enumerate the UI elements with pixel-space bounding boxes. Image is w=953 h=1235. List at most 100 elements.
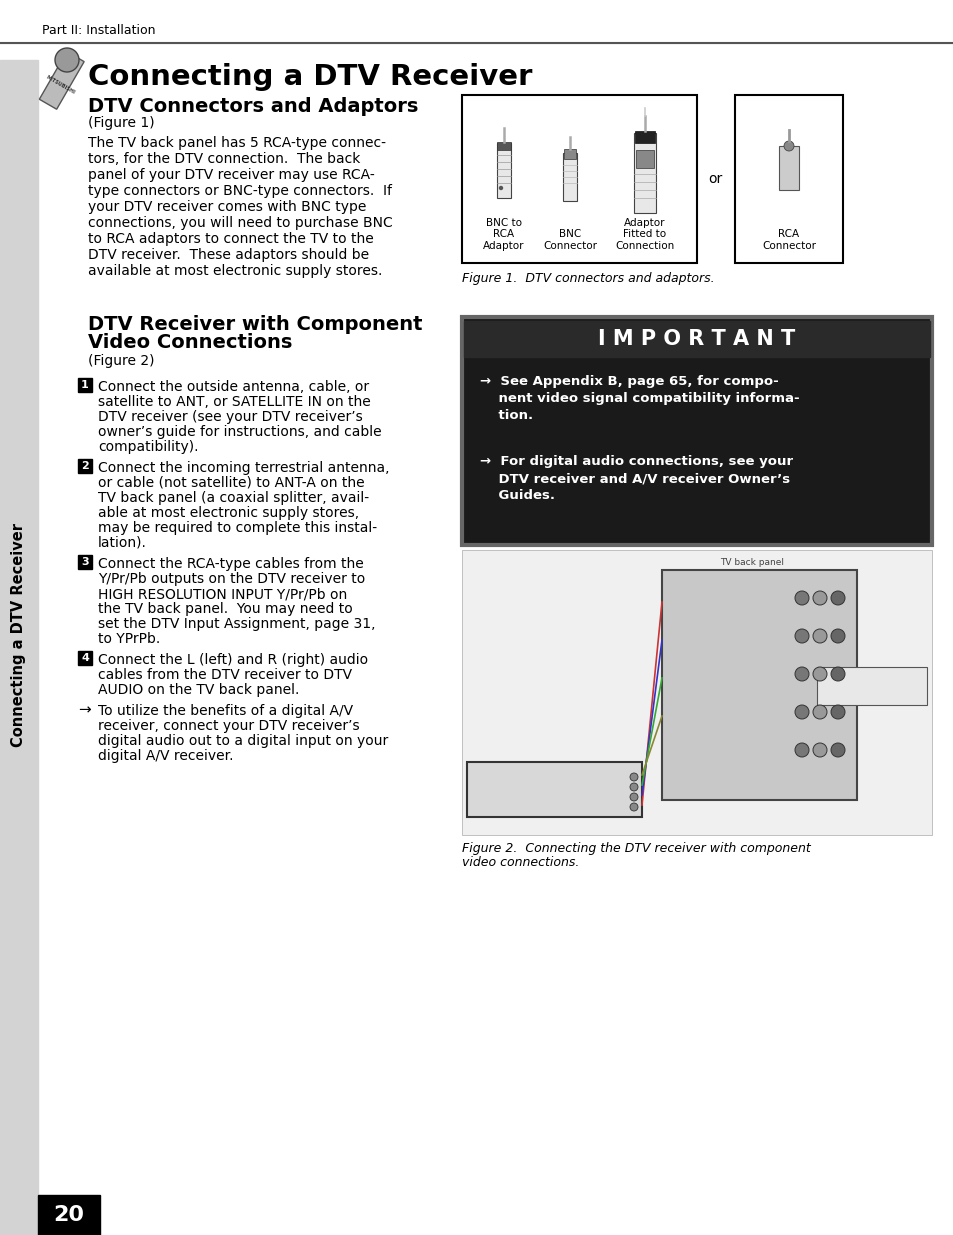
Text: connections, you will need to purchase BNC: connections, you will need to purchase B…: [88, 216, 393, 230]
Circle shape: [812, 705, 826, 719]
Text: available at most electronic supply stores.: available at most electronic supply stor…: [88, 264, 382, 278]
Circle shape: [830, 667, 844, 680]
Text: TV back panel: TV back panel: [720, 558, 783, 567]
Text: (Figure 2): (Figure 2): [88, 354, 154, 368]
Circle shape: [629, 773, 638, 781]
Text: AUDIO on the TV back panel.: AUDIO on the TV back panel.: [98, 683, 299, 697]
Bar: [497, 142, 511, 149]
Bar: [100, 1195, 953, 1235]
Bar: [734, 95, 842, 263]
Text: →  See Appendix B, page 65, for compo-
    nent video signal compatibility infor: → See Appendix B, page 65, for compo- ne…: [479, 375, 799, 422]
Text: DTV Connectors and Adaptors: DTV Connectors and Adaptors: [88, 98, 418, 116]
Bar: [563, 149, 576, 159]
Bar: [634, 133, 656, 212]
Text: Connect the L (left) and R (right) audio: Connect the L (left) and R (right) audio: [98, 653, 368, 667]
Text: cables from the DTV receiver to DTV: cables from the DTV receiver to DTV: [98, 668, 352, 682]
Text: your DTV receiver comes with BNC type: your DTV receiver comes with BNC type: [88, 200, 366, 214]
Bar: [78, 651, 91, 664]
Text: TV back panel (a coaxial splitter, avail-: TV back panel (a coaxial splitter, avail…: [98, 492, 369, 505]
Circle shape: [55, 48, 79, 72]
Text: Incoming Antenna,
or Cable.: Incoming Antenna, or Cable.: [831, 677, 911, 695]
Text: Connect the incoming terrestrial antenna,: Connect the incoming terrestrial antenna…: [98, 461, 389, 475]
Bar: [78, 378, 91, 391]
Text: Video Connections: Video Connections: [88, 333, 292, 352]
Circle shape: [783, 141, 793, 151]
Text: DTV receiver (see your DTV receiver’s: DTV receiver (see your DTV receiver’s: [98, 410, 362, 424]
Text: DTV Receiver with Component: DTV Receiver with Component: [88, 315, 422, 335]
Circle shape: [812, 629, 826, 643]
Text: 3: 3: [81, 557, 89, 567]
Text: digital audio out to a digital input on your: digital audio out to a digital input on …: [98, 734, 388, 748]
Text: to RCA adaptors to connect the TV to the: to RCA adaptors to connect the TV to the: [88, 232, 374, 246]
Circle shape: [830, 629, 844, 643]
Bar: [463, 321, 929, 357]
Bar: [39, 52, 84, 109]
Circle shape: [830, 592, 844, 605]
Text: To utilize the benefits of a digital A/V: To utilize the benefits of a digital A/V: [98, 704, 353, 718]
Bar: [78, 459, 91, 473]
Text: Connect the outside antenna, cable, or: Connect the outside antenna, cable, or: [98, 380, 369, 394]
Circle shape: [629, 783, 638, 790]
Text: digital A/V receiver.: digital A/V receiver.: [98, 748, 233, 763]
Text: (Figure 1): (Figure 1): [88, 116, 154, 130]
Text: 4: 4: [81, 653, 89, 663]
Bar: [78, 555, 91, 569]
Bar: [38, 1195, 100, 1235]
Circle shape: [794, 629, 808, 643]
Text: The TV back panel has 5 RCA-type connec-: The TV back panel has 5 RCA-type connec-: [88, 136, 386, 149]
Bar: [562, 153, 577, 201]
Circle shape: [794, 592, 808, 605]
Text: tors, for the DTV connection.  The back: tors, for the DTV connection. The back: [88, 152, 360, 165]
Text: to YPrPb.: to YPrPb.: [98, 632, 160, 646]
Text: satellite to ANT, or SATELLITE IN on the: satellite to ANT, or SATELLITE IN on the: [98, 395, 371, 409]
Text: Y/Pr/Pb outputs on the DTV receiver to: Y/Pr/Pb outputs on the DTV receiver to: [98, 572, 365, 585]
Text: set the DTV Input Assignment, page 31,: set the DTV Input Assignment, page 31,: [98, 618, 375, 631]
Text: may be required to complete this instal-: may be required to complete this instal-: [98, 521, 376, 535]
Text: or cable (not satellite) to ANT-A on the: or cable (not satellite) to ANT-A on the: [98, 475, 364, 490]
Circle shape: [499, 186, 502, 189]
Text: Figure 1.  DTV connectors and adaptors.: Figure 1. DTV connectors and adaptors.: [461, 272, 714, 285]
Text: compatibility).: compatibility).: [98, 440, 198, 454]
Text: DTV receiver.  These adaptors should be: DTV receiver. These adaptors should be: [88, 248, 369, 262]
Text: owner’s guide for instructions, and cable: owner’s guide for instructions, and cabl…: [98, 425, 381, 438]
Bar: [0, 0, 953, 40]
Bar: [467, 762, 641, 818]
Text: type connectors or BNC-type connectors.  If: type connectors or BNC-type connectors. …: [88, 184, 392, 198]
Bar: [461, 550, 931, 835]
Text: MITSUBISHI: MITSUBISHI: [45, 74, 75, 95]
Text: video connections.: video connections.: [461, 856, 578, 869]
Text: HIGH RESOLUTION INPUT Y/Pr/Pb on: HIGH RESOLUTION INPUT Y/Pr/Pb on: [98, 587, 347, 601]
Text: RCA
Connector: RCA Connector: [761, 230, 815, 251]
Bar: [461, 317, 931, 545]
Text: panel of your DTV receiver may use RCA-: panel of your DTV receiver may use RCA-: [88, 168, 375, 182]
Text: BNC
Connector: BNC Connector: [542, 230, 597, 251]
Text: receiver, connect your DTV receiver’s: receiver, connect your DTV receiver’s: [98, 719, 359, 734]
Text: lation).: lation).: [98, 536, 147, 550]
Text: 1: 1: [81, 380, 89, 390]
Bar: [779, 146, 799, 190]
Bar: [636, 149, 654, 168]
Text: Connecting a DTV Receiver: Connecting a DTV Receiver: [11, 522, 27, 747]
Text: BNC to
RCA
Adaptor: BNC to RCA Adaptor: [483, 217, 524, 251]
Text: Connect the RCA-type cables from the: Connect the RCA-type cables from the: [98, 557, 363, 571]
Circle shape: [830, 743, 844, 757]
Bar: [461, 95, 697, 263]
Bar: [635, 131, 655, 143]
Bar: [816, 667, 926, 705]
Circle shape: [812, 667, 826, 680]
Circle shape: [794, 743, 808, 757]
Text: Connecting a DTV Receiver: Connecting a DTV Receiver: [88, 63, 532, 91]
Circle shape: [812, 592, 826, 605]
Text: Adaptor
Fitted to
Connection: Adaptor Fitted to Connection: [615, 217, 674, 251]
Text: the TV back panel.  You may need to: the TV back panel. You may need to: [98, 601, 353, 616]
Text: Figure 2.  Connecting the DTV receiver with component: Figure 2. Connecting the DTV receiver wi…: [461, 842, 810, 855]
Circle shape: [794, 667, 808, 680]
Circle shape: [629, 803, 638, 811]
Bar: [661, 571, 856, 800]
Circle shape: [629, 793, 638, 802]
Circle shape: [794, 705, 808, 719]
Text: able at most electronic supply stores,: able at most electronic supply stores,: [98, 506, 358, 520]
Text: Part II: Installation: Part II: Installation: [42, 23, 155, 37]
Text: →: →: [78, 701, 91, 718]
Text: or: or: [707, 172, 721, 186]
